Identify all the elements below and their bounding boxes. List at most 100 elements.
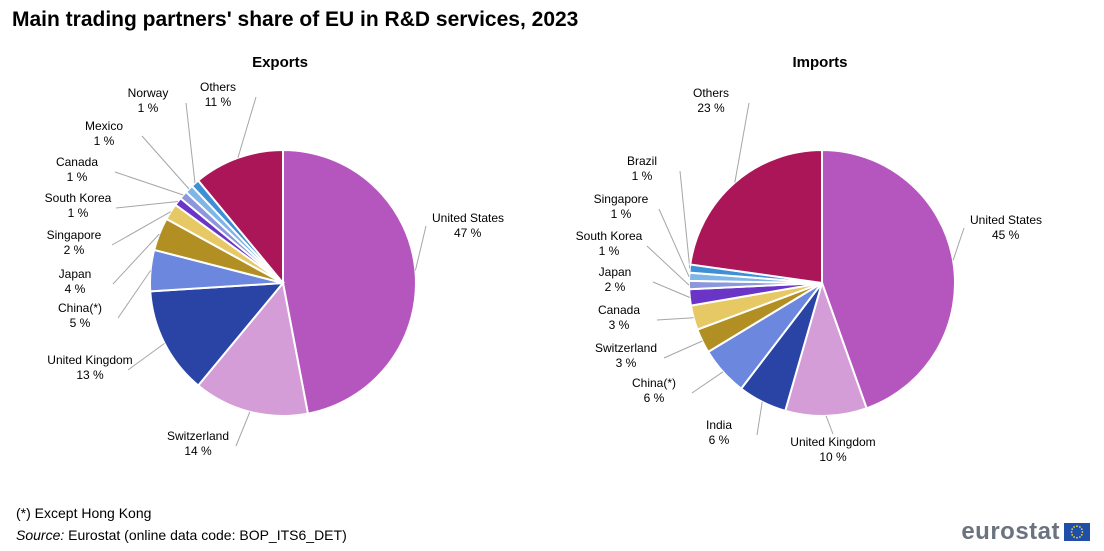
slice-label-canada: Canada 3 % (598, 303, 640, 332)
slice-value: 45 % (992, 228, 1020, 242)
slice-name: Others (693, 86, 729, 100)
slice-label-others: Others 23 % (693, 86, 729, 115)
eurostat-logo: eurostat (961, 518, 1090, 546)
source-label: Source: (16, 527, 65, 543)
slice-value: 1 % (94, 134, 115, 148)
leader-line-switzerland (663, 340, 703, 359)
slice-others (689, 148, 823, 285)
leader-line-united-states (414, 225, 427, 271)
source-text: Eurostat (online data code: BOP_ITS6_DET… (64, 527, 347, 543)
slice-switzerland (196, 280, 310, 417)
slice-label-united-states: United States 47 % (432, 211, 504, 240)
slice-name: United Kingdom (790, 435, 875, 449)
source-note: Source: Eurostat (online data code: BOP_… (16, 527, 347, 543)
pie-imports: Imports United States 45 % United Kingdom 10… (576, 54, 1042, 464)
slice-value: 10 % (819, 450, 847, 464)
leader-line-china (117, 270, 152, 319)
slice-value: 5 % (70, 316, 91, 330)
leader-line-mexico (141, 135, 190, 190)
slice-value: 6 % (709, 433, 730, 447)
leader-line-japan (112, 233, 160, 285)
slice-name: India (706, 418, 732, 432)
slice-value: 2 % (605, 280, 626, 294)
slice-label-switzerland: Switzerland 3 % (595, 341, 657, 370)
slice-name: United States (970, 213, 1042, 227)
leader-line-others (237, 96, 257, 159)
slice-name: Singapore (594, 192, 649, 206)
slice-value: 11 % (205, 95, 232, 109)
slice-value: 1 % (68, 206, 89, 220)
slice-label-south-korea: South Korea 1 % (576, 229, 643, 258)
slice-name: Norway (128, 86, 169, 100)
leader-line-singapore (111, 211, 171, 246)
leader-line-united-kingdom (825, 415, 834, 435)
slice-united-kingdom (784, 279, 868, 417)
slice-label-brazil: Brazil 1 % (627, 154, 657, 183)
leader-line-united-kingdom (127, 342, 165, 371)
slice-label-united-kingdom: United Kingdom 13 % (47, 353, 132, 382)
leader-line-china (691, 371, 724, 394)
slice-name: Switzerland (167, 429, 229, 443)
footnote: (*) Except Hong Kong (16, 505, 152, 521)
slice-value: 47 % (454, 226, 482, 240)
slice-name: Canada (598, 303, 640, 317)
slice-name: Brazil (627, 154, 657, 168)
pie-exports: Exports United States 47 % Switzerland 14 % U… (45, 54, 504, 458)
leader-line-norway (185, 102, 196, 184)
slice-name: China(*) (632, 376, 676, 390)
leader-line-brazil (679, 170, 691, 269)
slice-label-singapore: Singapore 2 % (47, 228, 102, 257)
slice-name: Mexico (85, 119, 123, 133)
slice-label-singapore: Singapore 1 % (594, 192, 649, 221)
slice-label-japan: Japan 2 % (599, 265, 632, 294)
slice-value: 1 % (632, 169, 653, 183)
slice-name: Japan (599, 265, 632, 279)
slice-name: Japan (59, 267, 92, 281)
slice-label-others: Others 11 % (200, 80, 236, 109)
slice-label-united-states: United States 45 % (970, 213, 1042, 242)
leader-line-south-korea (115, 201, 178, 209)
leader-line-others (734, 102, 750, 183)
slice-label-china: China(*) 5 % (58, 301, 102, 330)
slice-value: 1 % (67, 170, 88, 184)
slice-value: 13 % (76, 368, 104, 382)
panel-title-imports: Imports (792, 54, 847, 71)
slice-value: 23 % (697, 101, 725, 115)
eu-flag-icon (1064, 523, 1090, 541)
leader-line-canada (656, 317, 694, 321)
slice-value: 1 % (611, 207, 632, 221)
slice-value: 1 % (138, 101, 159, 115)
leader-line-canada (114, 171, 184, 196)
slice-name: Singapore (47, 228, 102, 242)
slice-label-japan: Japan 4 % (59, 267, 92, 296)
leader-line-switzerland (235, 411, 251, 447)
slice-name: United States (432, 211, 504, 225)
chart-title: Main trading partners' share of EU in R&… (12, 8, 579, 31)
slice-name: Others (200, 80, 236, 94)
slice-value: 2 % (64, 243, 85, 257)
slice-value: 3 % (616, 356, 637, 370)
slice-value: 4 % (65, 282, 86, 296)
leader-line-japan (652, 281, 690, 298)
slice-name: China(*) (58, 301, 102, 315)
slice-name: Switzerland (595, 341, 657, 355)
slice-value: 1 % (599, 244, 620, 258)
slice-name: South Korea (45, 191, 112, 205)
slice-value: 6 % (644, 391, 665, 405)
leader-line-singapore (658, 208, 690, 278)
slice-label-norway: Norway 1 % (128, 86, 169, 115)
slice-label-india: India 6 % (706, 418, 732, 447)
slice-united-states (282, 148, 417, 415)
slice-name: South Korea (576, 229, 643, 243)
panel-title-exports: Exports (252, 54, 308, 71)
slice-label-mexico: Mexico 1 % (85, 119, 123, 148)
slice-united-kingdom (149, 281, 286, 387)
slice-value: 14 % (184, 444, 212, 458)
leader-line-united-states (952, 227, 965, 261)
slice-name: United Kingdom (47, 353, 132, 367)
leader-line-south-korea (646, 245, 690, 286)
slice-label-switzerland: Switzerland 14 % (167, 429, 229, 458)
slice-name: Canada (56, 155, 98, 169)
slice-label-canada: Canada 1 % (56, 155, 98, 184)
